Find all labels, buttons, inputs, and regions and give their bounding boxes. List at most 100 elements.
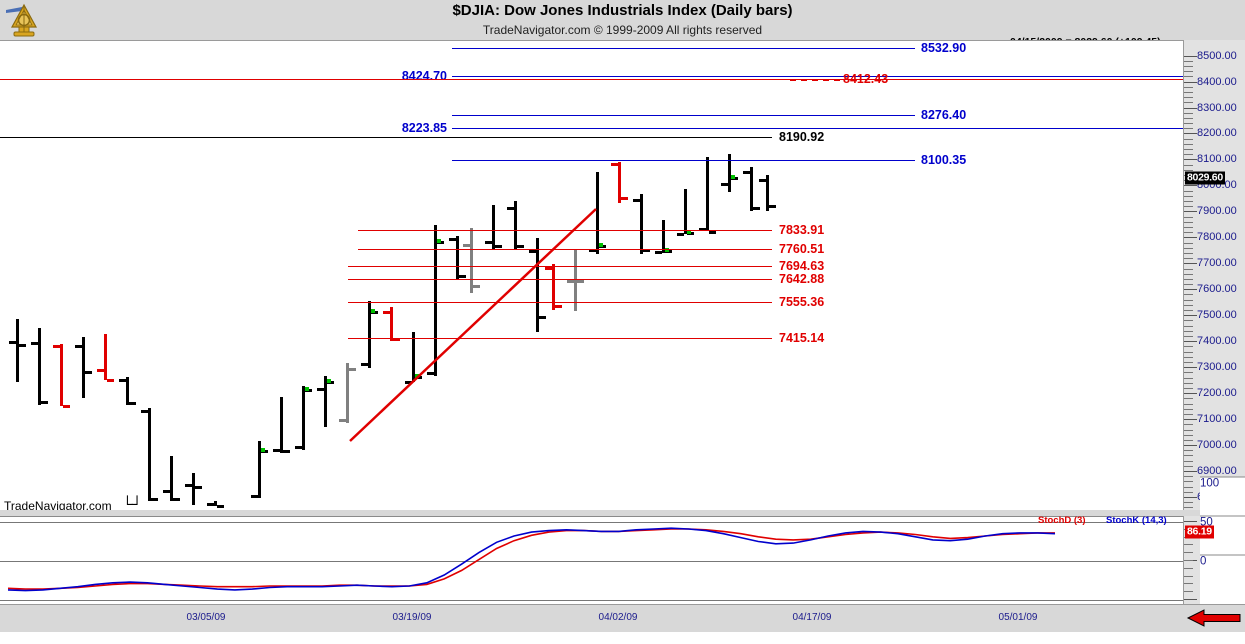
level-line[interactable] [358, 229, 772, 231]
price-axis-tick [1184, 289, 1197, 291]
watermark-text: TradeNavigator.com [4, 499, 112, 513]
level-line[interactable] [0, 136, 772, 138]
price-axis-tick [1184, 107, 1197, 109]
ohlc-bar [60, 343, 63, 406]
watermark-bracket-icon: └┘ [122, 496, 142, 513]
level-line[interactable] [348, 338, 772, 340]
stochastic-plot-area[interactable]: StochD (3) StochK (14,3) [0, 515, 1183, 605]
ohlc-close-tick [709, 230, 716, 234]
ohlc-bar [514, 200, 517, 251]
osc-axis-minor-tick [1184, 567, 1193, 569]
price-axis-minor-tick [1184, 455, 1193, 457]
osc-gridline [0, 522, 1183, 523]
level-line[interactable] [452, 48, 915, 50]
level-line[interactable] [452, 128, 1183, 130]
ohlc-open-tick [611, 163, 618, 167]
price-axis-minor-tick [1184, 507, 1193, 509]
level-line[interactable] [452, 160, 915, 162]
price-axis-label: 6900.00 [1197, 465, 1237, 478]
price-axis-minor-tick [1184, 460, 1193, 462]
ohlc-close-tick [459, 274, 466, 278]
legend-stochd: StochD (3) [1038, 515, 1086, 526]
ohlc-bar [684, 189, 687, 235]
level-label: 8276.40 [921, 107, 967, 122]
level-label: 7415.14 [779, 331, 825, 346]
ohlc-open-tick [427, 372, 434, 376]
ohlc-close-tick [63, 404, 70, 408]
stochastic-curves [7, 527, 1056, 592]
level-line[interactable] [452, 114, 915, 116]
price-axis-minor-tick [1184, 273, 1193, 275]
uptrend-line[interactable] [349, 208, 597, 442]
price-axis-minor-tick [1184, 429, 1193, 431]
price-axis-minor-tick [1184, 268, 1193, 270]
osc-axis-minor-tick [1184, 583, 1193, 585]
close-up-marker [665, 248, 669, 253]
ohlc-bar [470, 227, 473, 293]
ohlc-close-tick [85, 370, 92, 374]
ohlc-open-tick [633, 199, 640, 203]
price-axis-minor-tick [1184, 60, 1193, 62]
price-axis-minor-tick [1184, 128, 1193, 130]
price-axis-minor-tick [1184, 320, 1193, 322]
close-up-marker [327, 379, 331, 384]
ohlc-open-tick [485, 240, 492, 244]
osc-axis-minor-tick [1184, 560, 1193, 561]
ohlc-open-tick [721, 182, 728, 186]
price-axis-minor-tick [1184, 216, 1193, 218]
level-line[interactable] [452, 76, 1183, 78]
level-line[interactable] [358, 248, 772, 250]
price-axis-minor-tick [1184, 424, 1193, 426]
price-axis-minor-tick [1184, 403, 1193, 405]
ohlc-bar [536, 238, 539, 332]
price-axis-label: 7700.00 [1197, 257, 1237, 270]
date-axis[interactable] [0, 604, 1245, 632]
price-axis-tick [1184, 211, 1197, 213]
price-axis-minor-tick [1184, 91, 1193, 93]
price-axis-minor-tick [1184, 221, 1193, 223]
ohlc-bar [302, 386, 305, 450]
level-label: 7555.36 [779, 294, 825, 309]
price-axis-minor-tick [1184, 284, 1193, 286]
ohlc-close-tick [621, 196, 628, 200]
price-axis-minor-tick [1184, 351, 1193, 353]
price-axis-tick [1184, 419, 1197, 421]
price-axis-minor-tick [1184, 398, 1193, 400]
price-plot-area[interactable]: 8532.90 8424.70 8412.43 8276.40 8223.85 8190.… [0, 40, 1183, 513]
price-axis-minor-tick [1184, 439, 1193, 441]
price-axis-tick [1184, 367, 1197, 369]
oscillator-axis[interactable]: 100 50 0 86.19 [1183, 476, 1245, 644]
ohlc-open-tick [405, 381, 412, 385]
price-axis-minor-tick [1184, 325, 1193, 327]
date-axis-label: 04/17/09 [792, 612, 832, 623]
close-up-marker [415, 373, 419, 378]
ohlc-bar [280, 396, 283, 453]
trendline-layer [349, 208, 597, 442]
level-line[interactable] [348, 301, 772, 303]
price-axis-minor-tick [1184, 486, 1193, 488]
level-line[interactable] [348, 265, 772, 267]
ohlc-close-tick [195, 486, 202, 490]
price-axis[interactable]: 8500.00 8400.00 8300.00 8200.00 8100.00 8000.… [1183, 40, 1245, 510]
legend-stochk: StochK (14,3) [1106, 515, 1167, 526]
close-up-marker [371, 309, 375, 314]
ohlc-close-tick [129, 401, 136, 405]
price-axis-minor-tick [1184, 434, 1193, 436]
ohlc-close-tick [539, 316, 546, 320]
price-axis-label: 7100.00 [1197, 413, 1237, 426]
price-axis-minor-tick [1184, 169, 1193, 171]
ohlc-open-tick [339, 418, 346, 422]
ohlc-bar [126, 377, 129, 405]
price-axis-label: 7600.00 [1197, 283, 1237, 296]
price-axis-minor-tick [1184, 310, 1193, 312]
chart-title: $DJIA: Dow Jones Industrials Index (Dail… [452, 2, 793, 19]
level-line[interactable] [348, 279, 772, 281]
price-axis-minor-tick [1184, 123, 1193, 125]
osc-gridline [0, 561, 1183, 562]
price-axis-minor-tick [1184, 294, 1193, 296]
price-axis-minor-tick [1184, 502, 1193, 504]
level-line[interactable] [0, 79, 1183, 81]
ohlc-bar [552, 264, 555, 310]
price-axis-label: 7400.00 [1197, 335, 1237, 348]
ohlc-open-tick [759, 178, 766, 182]
